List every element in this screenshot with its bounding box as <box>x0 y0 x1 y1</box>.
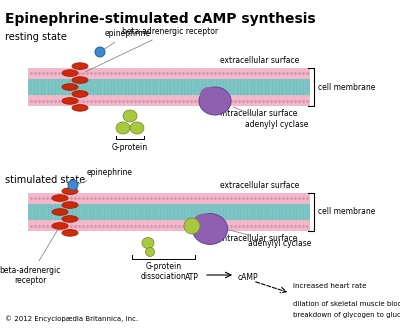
Ellipse shape <box>62 188 78 194</box>
Ellipse shape <box>62 202 78 208</box>
Ellipse shape <box>146 247 154 257</box>
Text: cell membrane: cell membrane <box>318 83 375 91</box>
Ellipse shape <box>142 238 154 248</box>
Ellipse shape <box>123 110 137 122</box>
Bar <box>28 204 310 220</box>
Text: epinephrine: epinephrine <box>102 29 151 50</box>
Text: extracellular surface: extracellular surface <box>220 56 299 65</box>
Text: beta-adrenergic
receptor: beta-adrenergic receptor <box>0 228 61 285</box>
Ellipse shape <box>62 216 78 222</box>
Bar <box>28 220 310 231</box>
Text: breakdown of glycogen to glucose: breakdown of glycogen to glucose <box>293 312 400 318</box>
Ellipse shape <box>116 122 130 134</box>
Ellipse shape <box>72 105 88 111</box>
Ellipse shape <box>192 214 228 244</box>
Text: intracellular surface: intracellular surface <box>220 109 297 118</box>
Ellipse shape <box>62 230 78 236</box>
Ellipse shape <box>62 98 78 104</box>
Text: increased heart rate: increased heart rate <box>293 283 367 289</box>
Text: epinephrine: epinephrine <box>78 168 133 184</box>
Ellipse shape <box>52 209 68 215</box>
Ellipse shape <box>62 84 78 90</box>
Text: adenylyl cyclase: adenylyl cyclase <box>234 107 308 129</box>
Bar <box>28 95 310 106</box>
Bar <box>28 68 310 79</box>
Text: resting state: resting state <box>5 32 67 42</box>
Bar <box>28 79 310 95</box>
Text: beta-adrenergic receptor: beta-adrenergic receptor <box>86 27 218 72</box>
Ellipse shape <box>200 87 218 103</box>
Bar <box>28 193 310 204</box>
Circle shape <box>95 47 105 57</box>
Ellipse shape <box>130 122 144 134</box>
Ellipse shape <box>199 87 231 115</box>
Ellipse shape <box>52 223 68 229</box>
Ellipse shape <box>62 70 78 76</box>
Circle shape <box>68 180 78 190</box>
Ellipse shape <box>72 77 88 83</box>
Ellipse shape <box>194 214 213 231</box>
Text: intracellular surface: intracellular surface <box>220 234 297 243</box>
Text: dilation of skeletal muscle blood vessels: dilation of skeletal muscle blood vessel… <box>293 301 400 307</box>
Text: © 2012 Encyclopædia Britannica, Inc.: © 2012 Encyclopædia Britannica, Inc. <box>5 315 138 322</box>
Text: cAMP: cAMP <box>238 273 259 282</box>
Text: adenylyl cyclase: adenylyl cyclase <box>229 230 311 248</box>
Text: Epinephrine-stimulated cAMP synthesis: Epinephrine-stimulated cAMP synthesis <box>5 12 316 26</box>
Text: cell membrane: cell membrane <box>318 208 375 216</box>
Ellipse shape <box>52 195 68 201</box>
Text: extracellular surface: extracellular surface <box>220 181 299 190</box>
Text: ATP: ATP <box>185 273 199 282</box>
Ellipse shape <box>184 218 200 234</box>
Ellipse shape <box>72 63 88 69</box>
Text: G-protein: G-protein <box>112 143 148 152</box>
Text: G-protein
dissociation: G-protein dissociation <box>141 262 186 281</box>
Ellipse shape <box>72 91 88 97</box>
Text: stimulated state: stimulated state <box>5 175 85 185</box>
